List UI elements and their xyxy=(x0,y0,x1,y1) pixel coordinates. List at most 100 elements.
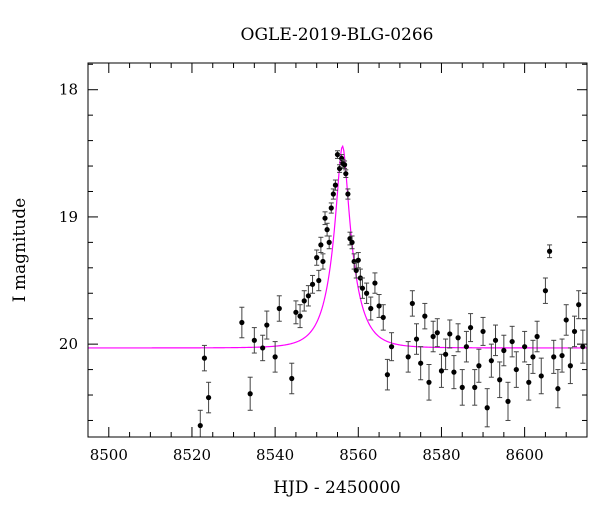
data-marker xyxy=(272,354,278,360)
data-point xyxy=(447,319,453,349)
data-point xyxy=(359,277,366,299)
data-marker xyxy=(353,267,359,273)
data-marker xyxy=(472,384,478,390)
data-marker xyxy=(492,337,499,343)
data-point xyxy=(476,348,482,383)
data-point xyxy=(434,318,440,348)
data-point xyxy=(364,282,370,304)
data-point xyxy=(538,357,544,395)
data-marker xyxy=(388,344,395,350)
data-marker xyxy=(239,319,245,326)
data-marker xyxy=(339,155,345,162)
data-marker xyxy=(522,344,528,350)
data-marker xyxy=(405,354,411,360)
data-point xyxy=(345,188,351,200)
data-marker xyxy=(197,422,203,429)
data-point xyxy=(443,338,449,371)
data-marker xyxy=(526,379,532,385)
model-curve-layer xyxy=(88,144,587,349)
data-point xyxy=(530,339,536,374)
data-point xyxy=(497,361,503,399)
data-marker xyxy=(305,293,311,299)
x-tick-label: 8520 xyxy=(173,446,211,464)
data-point xyxy=(205,381,212,414)
data-marker xyxy=(289,375,295,382)
data-point xyxy=(376,294,382,318)
data-marker xyxy=(559,352,565,359)
data-point xyxy=(463,330,470,363)
data-marker xyxy=(322,215,328,221)
data-point xyxy=(320,253,326,270)
data-marker xyxy=(488,358,494,364)
data-marker xyxy=(320,258,326,265)
data-point xyxy=(264,310,270,340)
data-marker xyxy=(326,239,332,245)
data-point xyxy=(413,323,420,355)
data-marker xyxy=(336,165,343,172)
data-marker xyxy=(330,191,336,197)
data-point xyxy=(526,363,532,401)
data-marker xyxy=(324,227,330,233)
data-marker xyxy=(438,368,445,374)
x-tick-label: 8540 xyxy=(256,446,294,464)
data-marker xyxy=(430,333,436,340)
data-point xyxy=(418,346,424,381)
data-point xyxy=(197,409,203,437)
data-point xyxy=(405,341,411,373)
data-marker xyxy=(509,338,515,345)
data-point xyxy=(355,252,361,269)
data-marker xyxy=(422,313,428,319)
data-marker xyxy=(505,398,511,404)
chart-title: OGLE-2019-BLG-0266 xyxy=(241,25,434,45)
data-marker xyxy=(567,363,573,369)
data-marker xyxy=(368,305,374,312)
data-marker xyxy=(551,354,557,360)
data-point xyxy=(542,277,549,304)
data-point xyxy=(563,304,569,336)
data-marker xyxy=(534,333,540,340)
data-point xyxy=(314,249,320,266)
data-marker xyxy=(264,322,270,328)
data-point xyxy=(522,330,528,363)
data-marker xyxy=(513,366,519,373)
data-point xyxy=(488,343,494,378)
data-point xyxy=(316,269,322,292)
model-curve xyxy=(88,144,587,349)
data-marker xyxy=(247,391,253,397)
data-point xyxy=(559,338,565,373)
data-marker xyxy=(563,317,569,323)
data-marker xyxy=(349,239,355,245)
data-marker xyxy=(451,369,457,375)
data-point xyxy=(272,341,278,373)
data-point xyxy=(472,369,478,406)
data-point xyxy=(534,320,540,353)
data-marker xyxy=(301,298,307,304)
data-point xyxy=(505,381,511,421)
data-point xyxy=(426,363,432,401)
data-marker xyxy=(538,373,544,379)
data-point xyxy=(430,320,436,353)
data-marker xyxy=(380,314,386,321)
data-point xyxy=(580,329,586,364)
data-point xyxy=(509,325,515,358)
data-marker xyxy=(467,324,474,331)
data-marker xyxy=(455,335,461,341)
data-point xyxy=(484,388,490,428)
data-marker xyxy=(201,355,208,361)
data-marker xyxy=(293,309,299,315)
data-point xyxy=(551,339,557,374)
data-marker xyxy=(376,303,382,309)
data-marker xyxy=(205,394,212,401)
x-tick-label: 8600 xyxy=(506,446,544,464)
data-marker xyxy=(497,377,503,383)
data-point xyxy=(201,344,208,372)
data-marker xyxy=(341,162,348,168)
data-marker xyxy=(426,379,432,385)
data-marker xyxy=(276,305,282,312)
data-point xyxy=(492,324,499,357)
y-axis-label: I magnitude xyxy=(10,198,30,302)
data-marker xyxy=(443,351,449,357)
axes: 8500 8520 8540 8560 8580 8600 18 19 20 xyxy=(59,63,588,464)
data-point xyxy=(349,235,355,250)
